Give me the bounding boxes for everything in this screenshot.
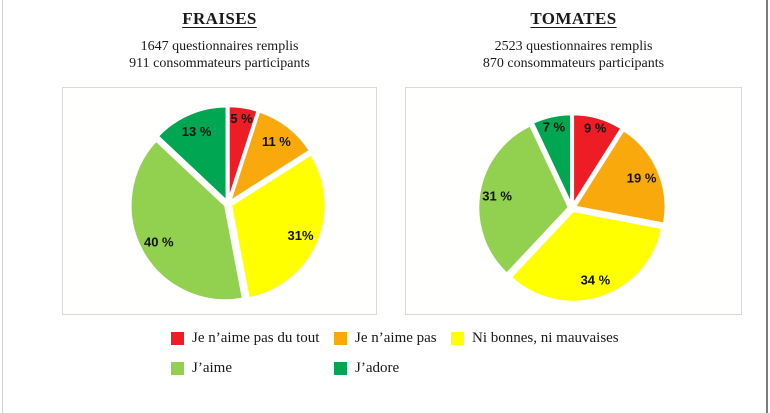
pie-slice-2 [228, 110, 312, 203]
tomates-participants-count: 870 consommateurs participants [482, 56, 665, 72]
legend-item-jadore: J’adore [334, 359, 400, 376]
fraises-title: FRAISES [182, 9, 257, 28]
pie-slice-label: 7 % [543, 119, 566, 134]
legend-label: J’aime [192, 359, 232, 376]
pie-slice-label: 31% [287, 228, 313, 243]
pie-slice-label: 31 % [482, 189, 512, 204]
fraises-questionnaires-count: 1647 questionnaires remplis [140, 39, 299, 54]
pie-slice-label: 19 % [627, 170, 657, 185]
tomates-header: TOMATES 2523 questionnaires remplis 870 … [405, 9, 742, 72]
window-left-edge [2, 0, 3, 413]
legend-item-je-naime-pas: Je n’aime pas [334, 329, 437, 346]
legend-swatch-dark-green [334, 361, 347, 375]
tomates-pie-panel: 9 % 19 % 34 % 31 % 7 % [405, 87, 742, 315]
pie-slice-label: 11 % [262, 134, 291, 149]
fraises-pie-chart: 5 % 11 % 31% 40 % 13 % [129, 104, 327, 302]
pie-slice-5 [156, 105, 229, 203]
pie-slice-label: 13 % [182, 124, 212, 139]
pie-slice-label: 5 % [230, 111, 253, 126]
legend-swatch-orange [334, 331, 347, 345]
pie-slice-label: 9 % [584, 121, 607, 136]
legend-item-jaime: J’aime [171, 359, 232, 376]
legend-label: Je n’aime pas [355, 329, 437, 346]
legend-item-ni-bonnes-ni-mauvaises: Ni bonnes, ni mauvaises [451, 329, 619, 346]
pie-slice-3 [509, 209, 664, 304]
legend-swatch-red [171, 331, 184, 345]
pie-slice-5 [531, 112, 573, 207]
pie-slice-3 [229, 153, 327, 300]
pie-slice-4 [129, 139, 245, 302]
legend-item-je-naime-pas-du-tout: Je n’aime pas du tout [171, 329, 320, 346]
fraises-header: FRAISES 1647 questionnaires remplis 911 … [62, 9, 377, 72]
pie-slice-4 [476, 123, 571, 276]
tomates-pie-chart: 9 % 19 % 34 % 31 % 7 % [476, 112, 667, 304]
tomates-questionnaires-count: 2523 questionnaires remplis [494, 39, 653, 54]
pie-slice-1 [571, 112, 623, 207]
window-right-edge [766, 0, 768, 413]
pie-slice-label: 40 % [144, 235, 174, 250]
legend-swatch-light-green [171, 361, 184, 375]
legend-label: Ni bonnes, ni mauvaises [472, 329, 619, 346]
fraises-participants-count: 911 consommateurs participants [129, 56, 310, 72]
fraises-pie-panel: 5 % 11 % 31% 40 % 13 % [62, 87, 377, 315]
legend-label: Je n’aime pas du tout [192, 329, 320, 346]
legend-label: J’adore [355, 359, 400, 376]
pie-slice-2 [573, 128, 667, 226]
legend-swatch-yellow [451, 331, 464, 345]
tomates-title: TOMATES [530, 9, 617, 28]
pie-slice-1 [227, 104, 260, 203]
pie-slice-label: 34 % [581, 273, 611, 288]
